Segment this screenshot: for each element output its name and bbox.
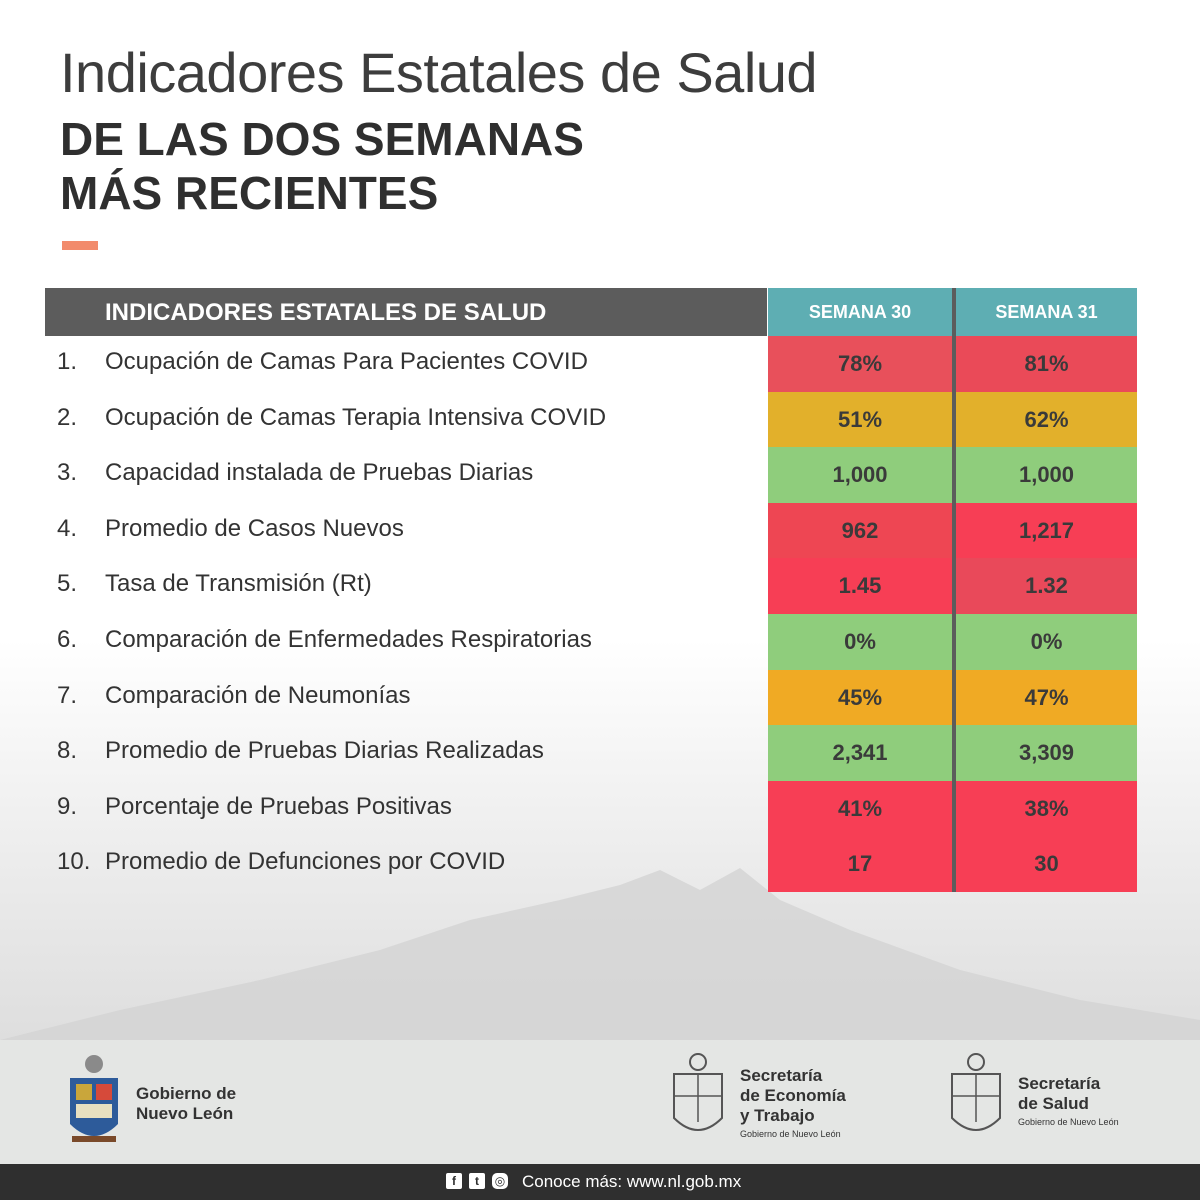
org-economia-sub: Gobierno de Nuevo León bbox=[740, 1129, 841, 1139]
row-number: 1. bbox=[57, 348, 78, 375]
table-header-label: INDICADORES ESTATALES DE SALUD bbox=[105, 299, 547, 326]
week-30-value: 45% bbox=[768, 669, 952, 726]
indicator-label: Comparación de Enfermedades Respiratoria… bbox=[105, 626, 592, 653]
table-header: INDICADORES ESTATALES DE SALUD bbox=[45, 288, 767, 336]
week-31-value: 47% bbox=[956, 669, 1137, 726]
week-30-value: 41% bbox=[768, 780, 952, 837]
page-title: Indicadores Estatales de Salud bbox=[60, 41, 818, 104]
org-salud-sub: Gobierno de Nuevo León bbox=[1018, 1117, 1119, 1127]
week-30-header: SEMANA 30 bbox=[768, 288, 952, 336]
instagram-icon[interactable]: ◎ bbox=[492, 1173, 508, 1189]
week-31-value: 1,217 bbox=[956, 502, 1137, 559]
table-row: 5. Tasa de Transmisión (Rt) 1.45 1.32 bbox=[0, 558, 1200, 615]
table-row: 6. Comparación de Enfermedades Respirator… bbox=[0, 614, 1200, 670]
row-number: 8. bbox=[57, 737, 78, 765]
bottom-bar: f t ◎ Conoce más: www.nl.gob.mx bbox=[0, 1164, 1200, 1200]
economia-seal-icon bbox=[673, 1053, 723, 1131]
table-row: 2. Ocupación de Camas Terapia Intensiva C… bbox=[0, 391, 1200, 448]
table-row: 10. Promedio de Defunciones por COVID 17 30 bbox=[0, 836, 1200, 893]
week-31-header: SEMANA 31 bbox=[956, 288, 1137, 336]
indicator-label: Porcentaje de Pruebas Positivas bbox=[105, 792, 452, 820]
row-number: 5. bbox=[57, 570, 78, 598]
indicator-label: Ocupación de Camas Terapia Intensiva COV… bbox=[105, 403, 607, 431]
table-row: 1. Ocupación de Camas Para Pacientes COVI… bbox=[0, 336, 1200, 392]
org-salud-line-1: Secretaría bbox=[1018, 1074, 1101, 1093]
week-31-value: 30 bbox=[956, 836, 1137, 893]
column-separator bbox=[952, 288, 956, 892]
week-30-value: 1.45 bbox=[768, 558, 952, 615]
week-31-value: 81% bbox=[956, 336, 1137, 392]
salud-seal-icon bbox=[951, 1053, 1001, 1131]
row-number: 10. bbox=[57, 848, 91, 876]
org-economia-line-2: de Economía bbox=[740, 1086, 846, 1105]
week-30-value: 51% bbox=[768, 391, 952, 448]
org-gobierno-line-1: Gobierno de bbox=[136, 1084, 237, 1103]
week-31-value: 0% bbox=[956, 614, 1137, 670]
week-31-value: 38% bbox=[956, 780, 1137, 837]
indicator-label: Promedio de Pruebas Diarias Realizadas bbox=[105, 737, 544, 765]
table-row: 7. Comparación de Neumonías 45% 47% bbox=[0, 669, 1200, 726]
indicator-label: Ocupación de Camas Para Pacientes COVID bbox=[105, 348, 588, 375]
indicator-label: Promedio de Casos Nuevos bbox=[105, 514, 404, 542]
week-30-value: 78% bbox=[768, 336, 952, 392]
table-row: 3. Capacidad instalada de Pruebas Diarias… bbox=[0, 447, 1200, 504]
nuevo-leon-seal-icon bbox=[70, 1055, 118, 1142]
week-31-value: 3,309 bbox=[956, 725, 1137, 782]
org-salud: Secretaría de Salud bbox=[1018, 1074, 1100, 1114]
org-gobierno-line-2: Nuevo León bbox=[136, 1104, 234, 1123]
subtitle-line-1: DE LAS DOS SEMANAS bbox=[60, 113, 584, 165]
table-row: 4. Promedio de Casos Nuevos 962 1,217 bbox=[0, 502, 1200, 559]
week-30-value: 17 bbox=[768, 836, 952, 893]
website-link[interactable]: Conoce más: www.nl.gob.mx bbox=[522, 1172, 742, 1191]
row-number: 4. bbox=[57, 514, 78, 542]
row-number: 9. bbox=[57, 792, 78, 820]
org-economia-line-3: y Trabajo bbox=[740, 1106, 815, 1125]
footer: Gobierno de Nuevo León Secretaría de Eco… bbox=[0, 1040, 1200, 1164]
accent-bar bbox=[62, 241, 98, 250]
indicator-label: Capacidad instalada de Pruebas Diarias bbox=[105, 459, 534, 487]
mountain-silhouette bbox=[0, 868, 1200, 1040]
week-31-value: 1,000 bbox=[956, 447, 1137, 504]
page-subtitle: DE LAS DOS SEMANAS MÁS RECIENTES bbox=[60, 112, 760, 220]
twitter-icon[interactable]: t bbox=[469, 1173, 485, 1189]
row-number: 2. bbox=[57, 403, 78, 431]
indicator-label: Comparación de Neumonías bbox=[105, 681, 411, 709]
week-30-value: 962 bbox=[768, 502, 952, 559]
org-economia: Secretaría de Economía y Trabajo bbox=[740, 1066, 846, 1126]
table-row: 8. Promedio de Pruebas Diarias Realizadas… bbox=[0, 725, 1200, 782]
org-gobierno: Gobierno de Nuevo León bbox=[136, 1084, 236, 1124]
org-salud-line-2: de Salud bbox=[1018, 1094, 1089, 1113]
week-30-value: 1,000 bbox=[768, 447, 952, 504]
row-number: 3. bbox=[57, 459, 78, 487]
subtitle-line-2: MÁS RECIENTES bbox=[60, 167, 439, 219]
indicator-label: Tasa de Transmisión (Rt) bbox=[105, 570, 372, 598]
org-economia-line-1: Secretaría bbox=[740, 1066, 823, 1085]
facebook-icon[interactable]: f bbox=[446, 1173, 462, 1189]
row-number: 7. bbox=[57, 681, 78, 709]
row-number: 6. bbox=[57, 626, 78, 653]
week-31-value: 1.32 bbox=[956, 558, 1137, 615]
week-30-value: 2,341 bbox=[768, 725, 952, 782]
week-30-value: 0% bbox=[768, 614, 952, 670]
table-row: 9. Porcentaje de Pruebas Positivas 41% 38% bbox=[0, 780, 1200, 837]
week-31-value: 62% bbox=[956, 391, 1137, 448]
indicator-label: Promedio de Defunciones por COVID bbox=[105, 848, 506, 876]
